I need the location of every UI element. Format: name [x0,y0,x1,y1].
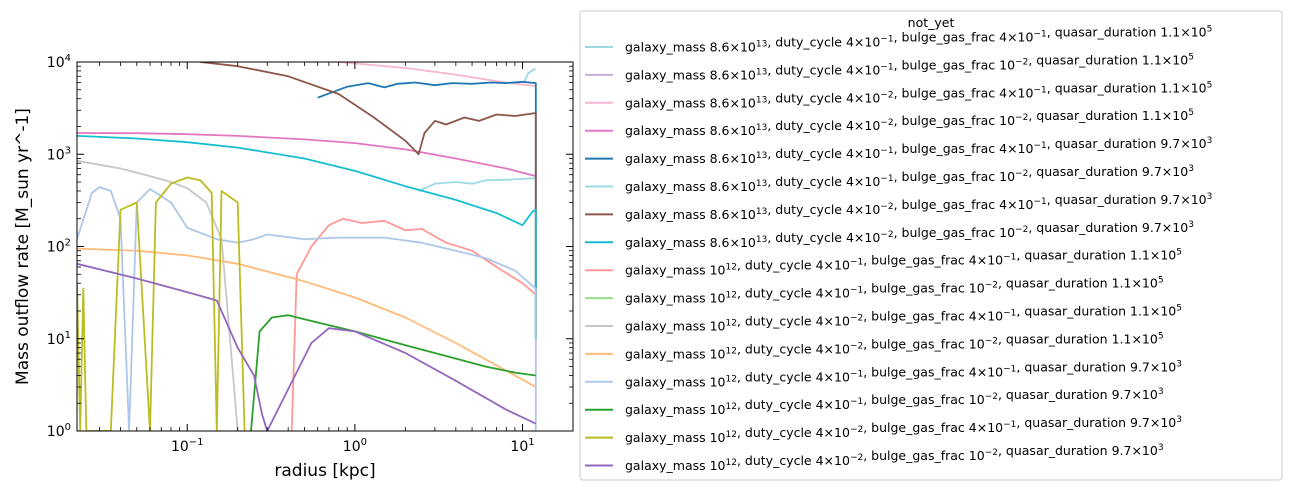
legend-item: galaxy_mass 8.6×1013, duty_cycle 4×10−2,… [585,220,1194,250]
y-tick-label: 101 [47,330,71,348]
x-axis-label: radius [kpc] [274,461,375,481]
series-line-8 [77,135,537,339]
series-line-9 [290,217,537,431]
series-line-12 [77,247,537,388]
y-tick-label: 102 [47,238,71,256]
legend-label: galaxy_mass 1012, duty_cycle 4×10−2, bul… [625,304,1182,334]
legend-item: galaxy_mass 8.6×1013, duty_cycle 4×10−1,… [585,25,1212,55]
legend-item: galaxy_mass 8.6×1013, duty_cycle 4×10−2,… [585,80,1212,110]
y-tick-label: 100 [47,422,71,440]
y-tick-label: 103 [47,145,71,163]
legend-label: galaxy_mass 8.6×1013, duty_cycle 4×10−1,… [625,164,1194,194]
series-line-7 [200,62,537,339]
legend: not_yet galaxy_mass 8.6×1013, duty_cycle… [579,10,1283,481]
series-line-6 [418,177,536,192]
legend-item: galaxy_mass 1012, duty_cycle 4×10−1, bul… [585,276,1164,306]
legend-label: galaxy_mass 8.6×1013, duty_cycle 4×10−1,… [625,25,1212,55]
legend-label: galaxy_mass 8.6×1013, duty_cycle 4×10−2,… [625,108,1194,138]
legend-label: galaxy_mass 1012, duty_cycle 4×10−1, bul… [625,387,1164,417]
legend-label: galaxy_mass 8.6×1013, duty_cycle 4×10−1,… [625,136,1212,166]
legend-item: galaxy_mass 8.6×1013, duty_cycle 4×10−2,… [585,108,1194,138]
legend-label: galaxy_mass 8.6×1013, duty_cycle 4×10−2,… [625,220,1194,250]
legend-item: galaxy_mass 1012, duty_cycle 4×10−2, bul… [585,304,1182,334]
legend-items: galaxy_mass 8.6×1013, duty_cycle 4×10−1,… [585,25,1212,473]
series-line-4 [77,132,537,177]
x-tick-label: 101 [510,437,534,455]
legend-label: galaxy_mass 8.6×1013, duty_cycle 4×10−2,… [625,192,1212,222]
series-line-16 [77,262,537,431]
legend-item: galaxy_mass 1012, duty_cycle 4×10−2, bul… [585,443,1164,473]
y-axis-label: Mass outflow rate [M_sun yr^-1] [13,108,33,385]
y-tick-label: 104 [47,53,71,71]
legend-label: galaxy_mass 1012, duty_cycle 4×10−1, bul… [625,359,1182,389]
series-line-11 [77,159,239,431]
legend-item: galaxy_mass 1012, duty_cycle 4×10−2, bul… [585,415,1182,445]
series-line-3 [338,62,536,87]
series-line-15 [77,176,246,431]
legend-item: galaxy_mass 8.6×1013, duty_cycle 4×10−1,… [585,164,1194,194]
legend-item: galaxy_mass 1012, duty_cycle 4×10−1, bul… [585,387,1164,417]
legend-item: galaxy_mass 1012, duty_cycle 4×10−1, bul… [585,248,1182,278]
legend-label: galaxy_mass 8.6×1013, duty_cycle 4×10−1,… [625,52,1194,82]
legend-label: galaxy_mass 1012, duty_cycle 4×10−1, bul… [625,276,1164,306]
legend-label: galaxy_mass 1012, duty_cycle 4×10−2, bul… [625,443,1164,473]
plot-lines [77,62,537,431]
legend-title: not_yet [908,15,955,30]
legend-label: galaxy_mass 1012, duty_cycle 4×10−2, bul… [625,331,1164,361]
legend-box [579,10,1283,481]
legend-item: galaxy_mass 8.6×1013, duty_cycle 4×10−2,… [585,192,1212,222]
legend-item: galaxy_mass 1012, duty_cycle 4×10−2, bul… [585,331,1164,361]
legend-label: galaxy_mass 8.6×1013, duty_cycle 4×10−2,… [625,80,1212,110]
x-tick-label: 10−1 [171,437,204,455]
legend-item: galaxy_mass 1012, duty_cycle 4×10−1, bul… [585,359,1182,389]
axis-ticks: 10−1 100 101 100 101 102 103 104 [47,53,574,455]
legend-label: galaxy_mass 1012, duty_cycle 4×10−2, bul… [625,415,1182,445]
series-line-5 [317,80,537,339]
series-line-13 [77,186,537,431]
legend-item: galaxy_mass 8.6×1013, duty_cycle 4×10−1,… [585,52,1194,82]
series-line-1 [523,68,537,83]
legend-label: galaxy_mass 1012, duty_cycle 4×10−1, bul… [625,248,1182,278]
x-tick-label: 100 [343,437,367,455]
legend-item: galaxy_mass 8.6×1013, duty_cycle 4×10−1,… [585,136,1212,166]
